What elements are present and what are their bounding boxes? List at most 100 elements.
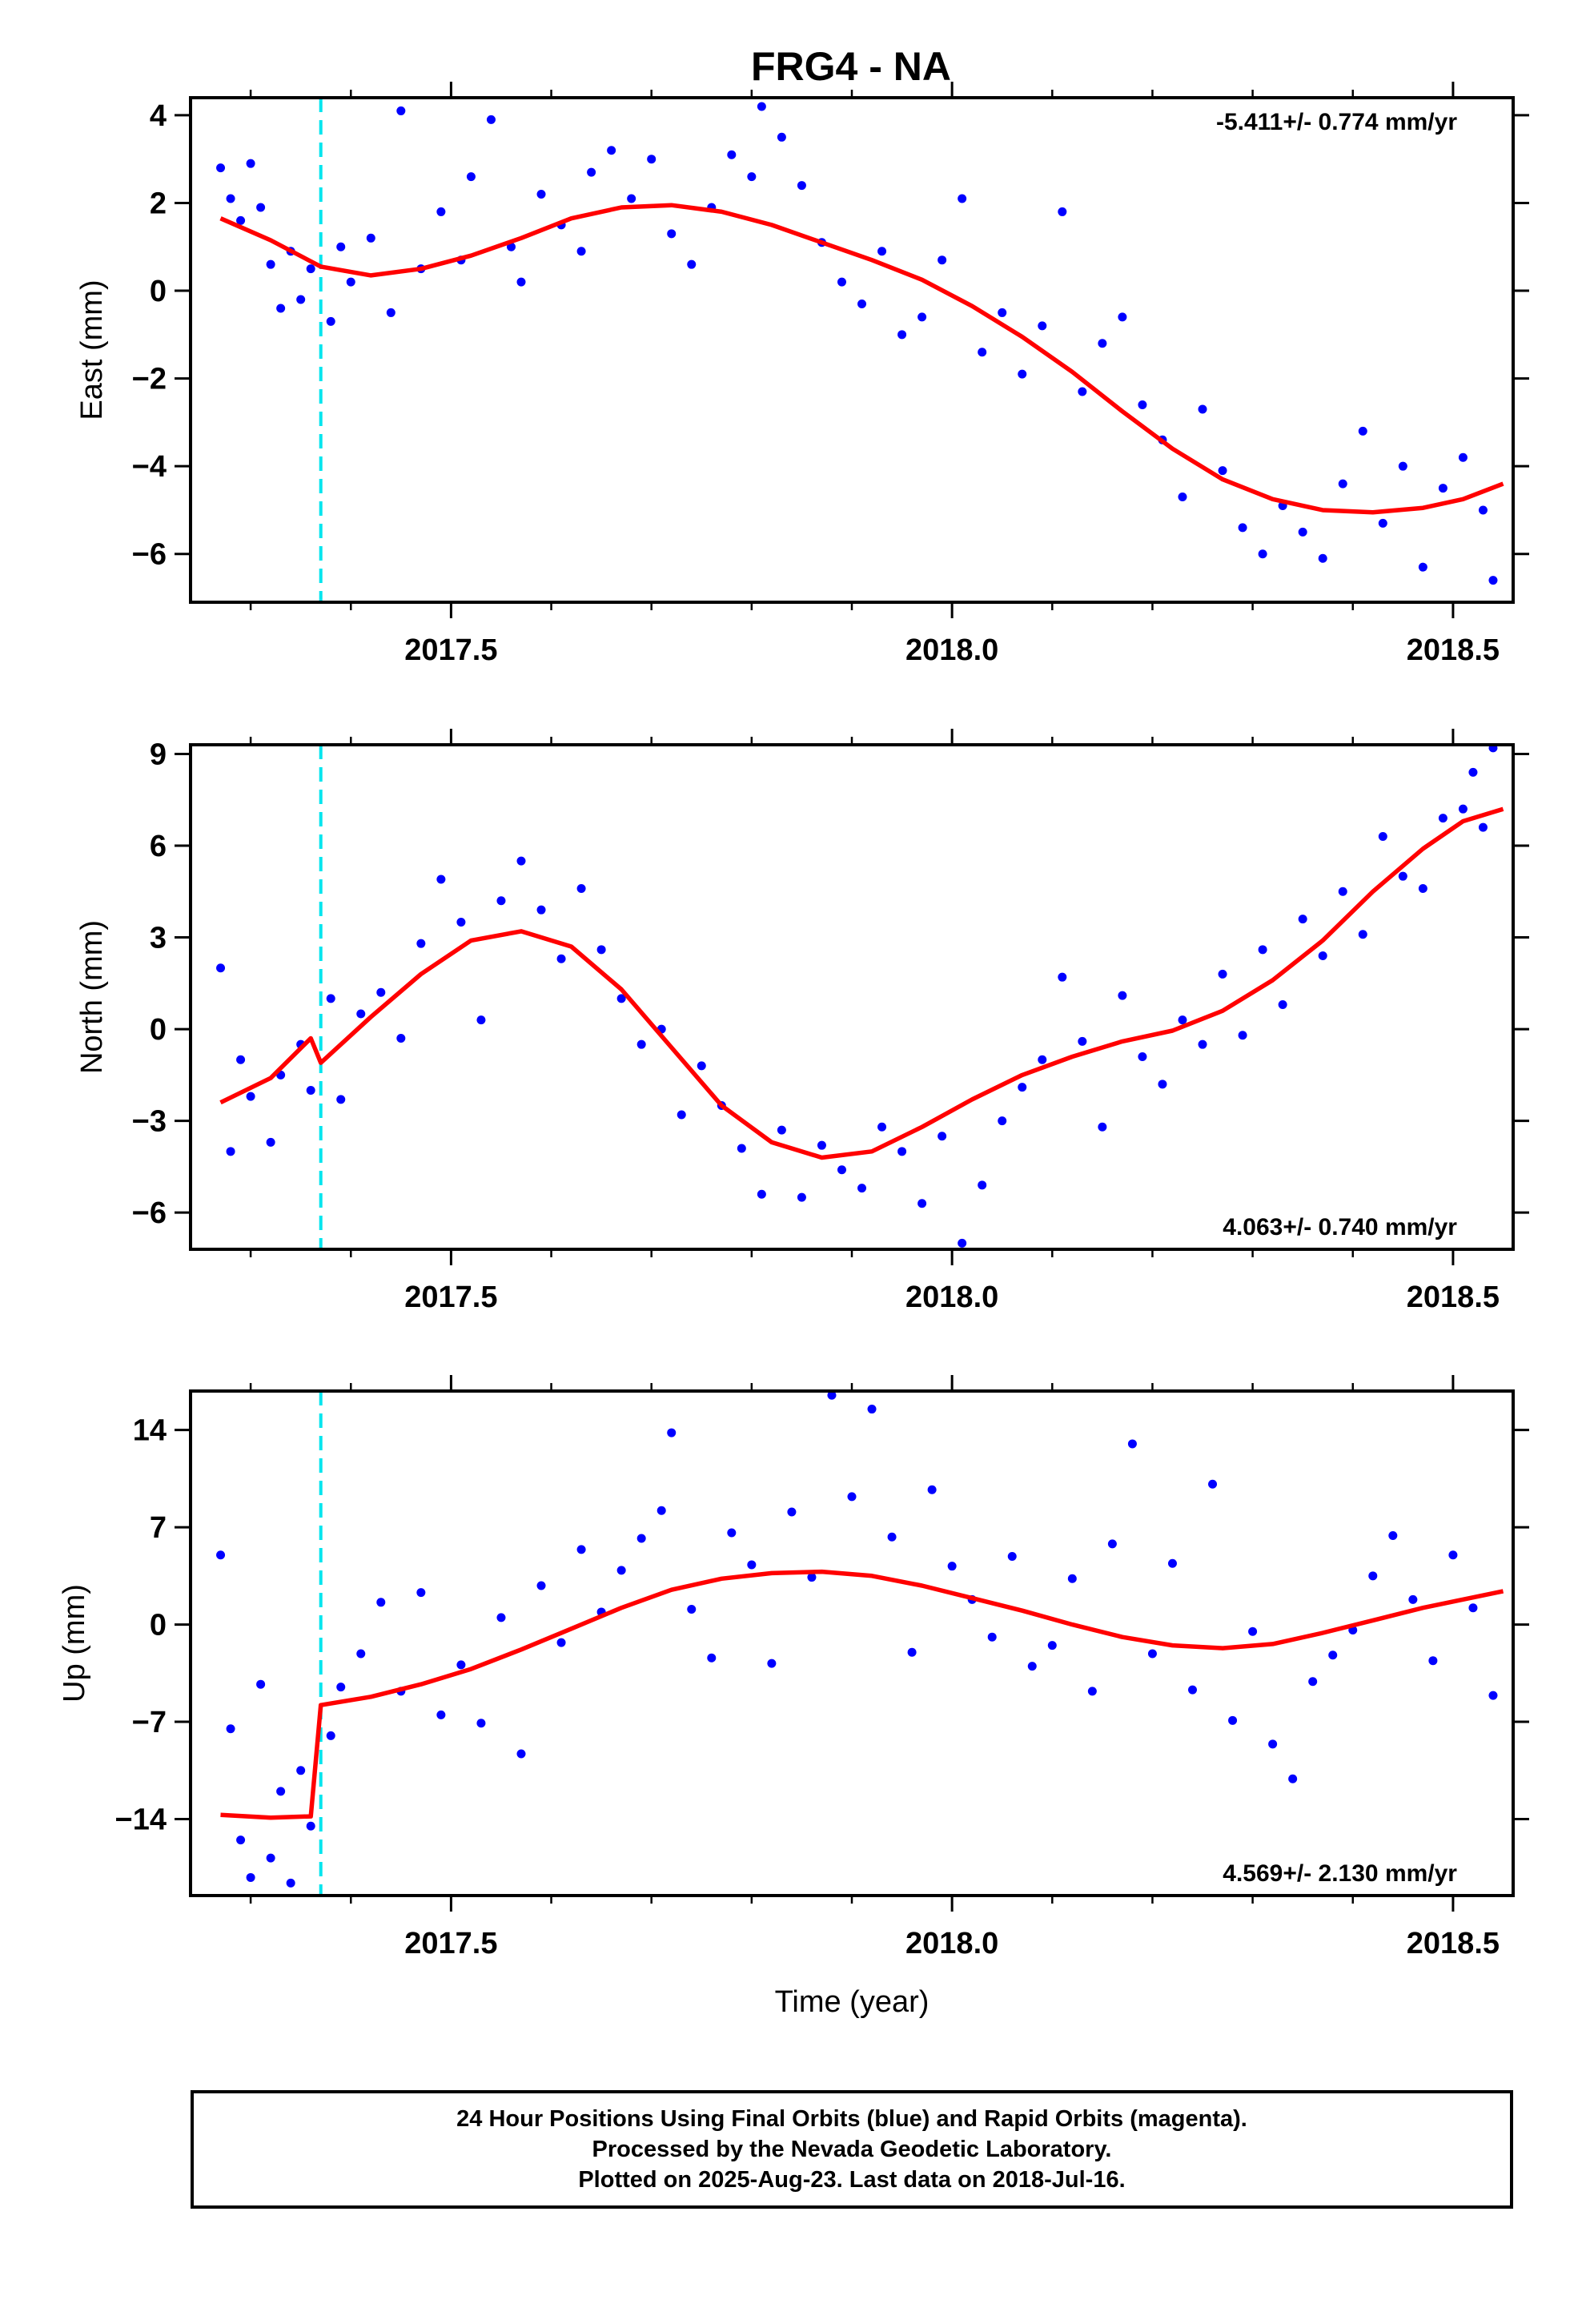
up-data-point bbox=[1468, 1603, 1478, 1613]
north-data-point bbox=[266, 1137, 275, 1147]
up-data-point bbox=[1368, 1571, 1378, 1581]
east-data-point bbox=[1478, 505, 1488, 515]
east-data-point bbox=[757, 102, 766, 111]
east-data-point bbox=[1488, 576, 1498, 585]
north-data-point bbox=[978, 1180, 987, 1190]
up-data-point bbox=[1127, 1439, 1137, 1449]
up-data-point bbox=[306, 1821, 315, 1831]
north-data-point bbox=[516, 856, 526, 866]
east-x-tick-label: 2018.0 bbox=[905, 633, 998, 667]
east-data-point bbox=[1398, 461, 1407, 471]
north-data-point bbox=[436, 875, 446, 884]
north-data-point bbox=[416, 939, 426, 948]
north-data-point bbox=[677, 1110, 686, 1120]
north-data-point bbox=[1468, 767, 1478, 777]
north-x-tick-label: 2018.5 bbox=[1407, 1281, 1500, 1314]
up-plot-area bbox=[216, 1391, 1504, 1896]
north-data-point bbox=[1098, 1122, 1107, 1132]
up-x-tick-label: 2017.5 bbox=[404, 1927, 497, 1960]
up-data-point bbox=[1408, 1594, 1418, 1604]
east-data-point bbox=[466, 172, 476, 182]
east-model-curve bbox=[219, 203, 1504, 515]
north-data-point bbox=[917, 1199, 927, 1208]
north-data-point bbox=[1198, 1039, 1207, 1049]
north-panel: 2017.5 2018.0 2018.5 9 6 3 0 −3 −6 North (mm) 4.06… bbox=[75, 729, 1529, 1314]
north-data-point bbox=[336, 1095, 346, 1104]
east-data-point bbox=[226, 194, 235, 203]
up-data-point bbox=[1067, 1574, 1077, 1583]
north-data-point bbox=[1478, 822, 1488, 832]
east-y-tick-label: −2 bbox=[132, 363, 167, 396]
up-y-axis-label: Up (mm) bbox=[58, 1584, 91, 1703]
up-data-point bbox=[456, 1660, 466, 1670]
east-data-point bbox=[1238, 523, 1247, 533]
east-data-point bbox=[346, 277, 355, 287]
east-data-point bbox=[1018, 369, 1027, 379]
east-data-point bbox=[1138, 400, 1147, 409]
up-y-tick-label: −14 bbox=[115, 1803, 167, 1837]
up-data-point bbox=[536, 1581, 546, 1590]
east-y-axis-label: East (mm) bbox=[75, 279, 109, 420]
east-data-point bbox=[897, 330, 907, 340]
east-data-point bbox=[797, 181, 806, 191]
north-data-point bbox=[636, 1039, 646, 1049]
north-data-point bbox=[496, 896, 506, 906]
north-data-point bbox=[877, 1122, 887, 1132]
north-data-point bbox=[456, 917, 466, 927]
east-y-tick-label: 2 bbox=[150, 187, 167, 220]
north-data-point bbox=[1278, 1000, 1287, 1010]
up-data-point bbox=[1027, 1662, 1037, 1671]
up-data-point bbox=[1147, 1649, 1157, 1659]
north-data-point bbox=[697, 1061, 706, 1071]
east-plot-area bbox=[216, 98, 1504, 602]
north-data-point bbox=[326, 994, 335, 1003]
footer-note: 24 Hour Positions Using Final Orbits (bl… bbox=[191, 2090, 1513, 2209]
east-data-point bbox=[1318, 553, 1327, 563]
up-model-curve bbox=[220, 1569, 1504, 1820]
north-data-point bbox=[1238, 1031, 1247, 1040]
east-data-point bbox=[1418, 562, 1427, 572]
east-data-point bbox=[1458, 452, 1468, 462]
north-data-point bbox=[356, 1009, 366, 1019]
east-data-point bbox=[436, 207, 446, 216]
up-data-point bbox=[216, 1550, 226, 1560]
north-data-point bbox=[1298, 915, 1307, 924]
east-data-point bbox=[366, 233, 375, 243]
east-data-point bbox=[1338, 479, 1347, 489]
footer-line-3: Plotted on 2025-Aug-23. Last data on 201… bbox=[578, 2167, 1126, 2193]
east-data-point bbox=[607, 146, 616, 155]
east-data-point bbox=[978, 348, 987, 357]
up-data-point bbox=[1047, 1641, 1057, 1651]
east-data-point bbox=[958, 194, 967, 203]
up-data-point bbox=[667, 1428, 677, 1437]
east-data-point bbox=[386, 308, 396, 317]
north-y-tick-label: 3 bbox=[150, 922, 167, 955]
north-y-tick-label: 9 bbox=[150, 738, 167, 771]
north-data-point bbox=[1358, 930, 1367, 939]
east-data-point bbox=[1118, 312, 1127, 322]
up-data-point bbox=[236, 1835, 246, 1845]
east-data-point bbox=[917, 312, 927, 322]
up-data-point bbox=[1087, 1687, 1097, 1696]
east-data-point bbox=[667, 229, 677, 239]
up-data-point bbox=[1448, 1550, 1458, 1560]
up-data-point bbox=[1328, 1651, 1338, 1660]
east-data-point bbox=[1038, 321, 1047, 331]
north-x-tick-label: 2017.5 bbox=[404, 1281, 497, 1314]
north-data-point bbox=[1458, 804, 1468, 814]
north-data-point bbox=[1378, 832, 1387, 842]
east-data-point bbox=[1098, 339, 1107, 348]
east-data-point bbox=[296, 295, 306, 304]
north-frame bbox=[189, 743, 1515, 1251]
north-data-point bbox=[536, 905, 546, 915]
up-data-point bbox=[1308, 1677, 1318, 1687]
east-data-point bbox=[1078, 387, 1087, 396]
north-data-point bbox=[837, 1165, 846, 1175]
north-y-axis-label: North (mm) bbox=[75, 920, 109, 1074]
north-data-point bbox=[897, 1147, 907, 1156]
north-model-curve bbox=[219, 806, 1504, 1160]
east-data-point bbox=[938, 255, 947, 265]
north-data-point bbox=[797, 1192, 806, 1202]
east-data-point bbox=[687, 259, 697, 269]
east-data-point bbox=[1178, 493, 1187, 502]
